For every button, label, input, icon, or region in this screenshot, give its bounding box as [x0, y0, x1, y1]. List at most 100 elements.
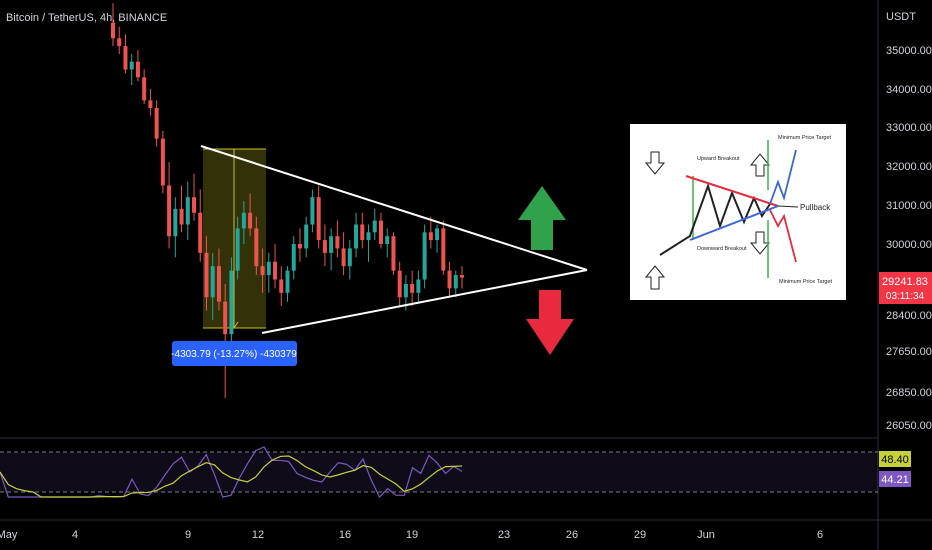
inset-down-arrow-icon	[644, 151, 666, 175]
candle	[285, 266, 290, 302]
inset-upward-breakout-label: Upward Breakout	[697, 156, 740, 162]
candle	[179, 185, 184, 233]
candle	[185, 181, 190, 241]
candlestick-series	[111, 3, 464, 399]
candle	[248, 193, 253, 237]
candle	[216, 248, 221, 311]
time-tick-label: 16	[339, 529, 351, 541]
inset-upward-arrow-icon	[749, 153, 771, 177]
rsi-value-b-bg	[879, 471, 911, 487]
inset-target-bottom-label: Minimum Price Target	[779, 279, 833, 285]
price-tick-label: 31000.00	[886, 200, 932, 212]
down-arrow-icon	[526, 290, 574, 355]
candle	[372, 208, 377, 241]
symbol-title: Bitcoin / TetherUS, 4h, BINANCE	[6, 12, 167, 24]
candle	[385, 228, 390, 258]
inset-triangle-diagram: Upward Breakout Downward Breakout Pullba…	[630, 124, 846, 300]
price-tick-label: 33000.00	[886, 122, 932, 134]
candle	[291, 236, 296, 280]
inset-upward-breakout-path	[769, 149, 797, 205]
triangle-upper-trendline[interactable]	[200, 145, 588, 271]
candle	[435, 224, 440, 253]
candle	[229, 257, 234, 344]
rsi-pane[interactable]: 48.40 44.21	[0, 446, 911, 499]
candle	[304, 216, 309, 258]
candle	[173, 197, 178, 258]
candle	[111, 3, 115, 47]
candle	[297, 228, 302, 262]
measure-label: -4303.79 (-13.27%) -430379	[171, 341, 297, 366]
candle	[460, 266, 464, 289]
inset-downward-breakout-path	[769, 209, 797, 263]
last-price-bg	[879, 272, 932, 304]
candle	[142, 69, 147, 105]
candle	[273, 244, 278, 289]
candle	[266, 252, 271, 293]
inset-upper-trendline	[685, 175, 779, 207]
candle	[310, 189, 315, 233]
inset-price-path	[659, 182, 771, 256]
inset-downward-breakout-label: Downward Breakout	[697, 246, 747, 252]
candle	[347, 240, 352, 280]
candle	[354, 212, 359, 258]
candle	[428, 216, 433, 249]
candle	[391, 232, 396, 276]
price-axis[interactable]: 35000.00 34000.00 33000.00 32000.00 31000.00…	[886, 45, 932, 432]
last-price-marker: 29241.83 03:11:34	[879, 272, 932, 304]
candle	[378, 212, 383, 249]
price-tick-label: 26050.00	[886, 420, 932, 432]
candle	[167, 162, 172, 249]
rsi-moving-average	[0, 455, 463, 498]
candle	[322, 224, 327, 267]
candle	[422, 224, 427, 289]
candle-countdown: 03:11:34	[886, 291, 925, 302]
triangle-lower-trendline[interactable]	[261, 269, 588, 334]
candle	[366, 224, 371, 262]
inset-up-arrow-icon	[644, 265, 666, 290]
candle	[210, 252, 215, 320]
inset-downward-arrow-icon	[749, 231, 771, 255]
time-tick-label: 9	[185, 529, 191, 541]
candle	[160, 130, 165, 194]
time-tick-label: Jun	[697, 529, 715, 541]
time-tick-label: 4	[72, 529, 78, 541]
candle	[316, 185, 321, 249]
candle	[260, 248, 265, 293]
price-tick-label: 26850.00	[886, 387, 932, 399]
candle	[453, 270, 458, 298]
candle	[279, 266, 284, 307]
candle	[254, 216, 259, 276]
measure-label-text: -4303.79 (-13.27%) -430379	[171, 349, 297, 360]
candle	[447, 261, 452, 298]
candle	[235, 216, 240, 280]
inset-lower-trendline	[689, 205, 779, 241]
rsi-value-a: 48.40	[881, 454, 909, 466]
time-tick-label: 23	[498, 529, 510, 541]
time-tick-label: 6	[817, 529, 823, 541]
time-tick-label: 12	[252, 529, 264, 541]
rsi-band	[0, 452, 878, 492]
time-tick-label: 19	[406, 529, 418, 541]
candle	[335, 220, 340, 258]
candle	[341, 232, 346, 276]
measure-label-bg	[172, 341, 297, 366]
candle	[410, 270, 415, 307]
price-tick-label: 35000.00	[886, 45, 932, 57]
currency-label: USDT	[886, 11, 916, 23]
rsi-value-a-bg	[879, 451, 911, 467]
inset-pullback-pointer	[777, 205, 799, 208]
candle	[198, 189, 203, 262]
candle	[123, 34, 128, 74]
candle	[416, 270, 421, 302]
time-tick-label: May	[0, 529, 18, 541]
candle	[117, 26, 122, 54]
price-tick-label: 32000.00	[886, 161, 932, 173]
candle	[360, 212, 365, 249]
price-tick-label: 34000.00	[886, 84, 932, 96]
candle	[441, 220, 446, 276]
last-price-value: 29241.83	[882, 276, 928, 288]
time-axis[interactable]: May 4 9 12 16 19 23 26 29 Jun 6	[0, 529, 823, 541]
rsi-value-b: 44.21	[881, 474, 909, 486]
candle	[148, 89, 153, 116]
symmetrical-triangle[interactable]	[200, 145, 588, 334]
